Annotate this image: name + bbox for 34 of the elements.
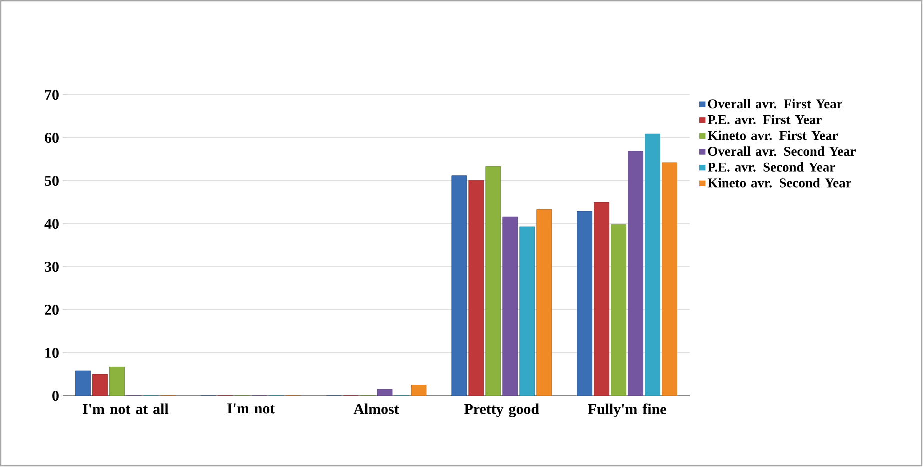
legend-label: Kineto avr. First Year <box>708 130 838 140</box>
legend-label: P.E. avr. First Year <box>708 115 822 125</box>
x-tick-label: Fully'm fine <box>588 404 666 418</box>
bar <box>536 210 552 396</box>
y-tick-label: 40 <box>44 218 59 230</box>
bar <box>452 176 468 396</box>
bar <box>645 134 660 396</box>
bar <box>92 374 108 396</box>
bar <box>662 162 678 396</box>
y-tick-label: 10 <box>46 348 59 358</box>
y-tick-label: 30 <box>45 262 59 272</box>
bar <box>76 370 91 396</box>
bar <box>577 211 593 396</box>
x-tick-label: Pretty good <box>464 404 540 418</box>
legend-label: Overall avr. Second Year <box>708 146 856 156</box>
y-tick-label: 20 <box>45 304 59 316</box>
bar <box>110 366 125 396</box>
bar <box>594 202 610 396</box>
bar <box>611 224 627 396</box>
x-tick-label: I'm not at all <box>83 404 169 414</box>
x-tick-label: Almost <box>354 404 400 414</box>
bar <box>628 151 644 396</box>
legend-label: P.E. avr. Second Year <box>708 162 836 172</box>
bar <box>502 216 518 396</box>
bar <box>468 180 484 396</box>
bar <box>486 166 502 396</box>
y-tick-label: 60 <box>45 132 59 144</box>
y-tick-label: 50 <box>45 176 59 186</box>
legend-label: Kineto avr. Second Year <box>708 178 852 188</box>
y-tick-label: 70 <box>45 90 59 100</box>
y-tick-label: 0 <box>52 390 59 402</box>
legend-label: Overall avr. First Year <box>708 99 843 109</box>
bar <box>520 226 536 396</box>
x-tick-label: I'm not <box>228 404 276 414</box>
